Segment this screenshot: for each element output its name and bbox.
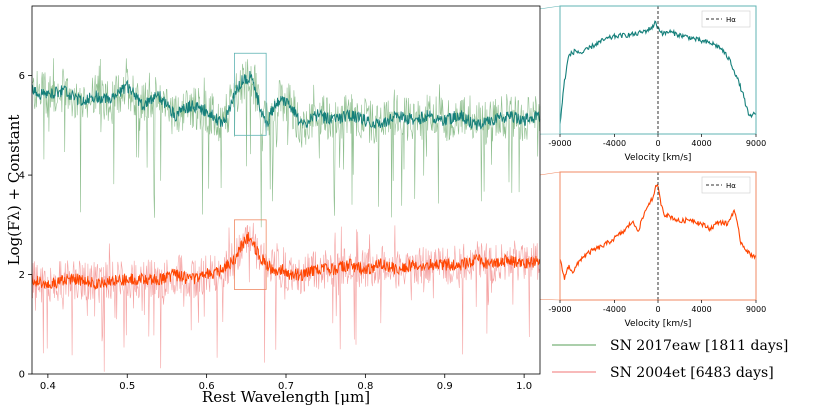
legend-label-sn2004et: SN 2004et [6483 days] xyxy=(610,365,774,381)
inset-bottom-legend-label: Hα xyxy=(726,182,736,190)
y-tick-label: 2 xyxy=(19,270,25,281)
inset-x-tick-label: -9000 xyxy=(548,139,571,148)
x-axis-title: Rest Wavelength [μm] xyxy=(202,388,370,406)
main-legend: SN 2017eaw [1811 days] SN 2004et [6483 d… xyxy=(552,338,788,381)
inset-top-legend-label: Hα xyxy=(726,16,736,24)
x-tick-label: 0.6 xyxy=(199,381,215,392)
inset-top-x-ticks: -9000 -4000 0 4000 9000 xyxy=(548,134,766,148)
y-tick-label: 6 xyxy=(19,71,25,82)
series-raw-1 xyxy=(31,222,541,372)
x-tick-label: 1.0 xyxy=(516,381,532,392)
inset-line-2 xyxy=(559,183,757,280)
inset-bottom-x-ticks: -9000 -4000 0 4000 9000 xyxy=(548,300,766,314)
inset-x-tick-label: 4000 xyxy=(691,139,711,148)
inset-x-tick-label: -4000 xyxy=(603,139,626,148)
zoom-box-1 xyxy=(234,219,267,290)
inset-x-tick-label: 0 xyxy=(655,139,660,148)
main-spectrum-panel: 0.4 0.5 0.6 0.7 0.8 0.9 1.0 0 2 4 6 Rest Waveleng… xyxy=(5,5,541,406)
inset-x-tick-label: 0 xyxy=(655,305,660,314)
inset-bottom-x-title: Velocity [km/s] xyxy=(625,319,692,329)
main-y-ticks: 0 2 4 6 xyxy=(19,71,32,381)
main-plot-lines xyxy=(31,58,541,372)
x-tick-label: 0.5 xyxy=(119,381,135,392)
legend-label-sn2017eaw: SN 2017eaw [1811 days] xyxy=(610,338,788,354)
inset-top-x-title: Velocity [km/s] xyxy=(625,153,692,163)
x-tick-label: 0.4 xyxy=(40,381,56,392)
x-tick-label: 0.8 xyxy=(357,381,373,392)
inset-bottom-line xyxy=(559,183,757,280)
inset-x-tick-label: 9000 xyxy=(746,139,766,148)
series-smooth-1 xyxy=(31,231,541,291)
inset-bottom-panel: Hα -9000 -4000 0 4000 9000 Velocity [km/s] xyxy=(548,171,766,329)
inset-top-panel: Hα -9000 -4000 0 4000 9000 Velocity [km/s] xyxy=(548,5,766,163)
x-tick-label: 0.7 xyxy=(278,381,294,392)
inset-top-legend: Hα xyxy=(701,10,751,28)
inset-x-tick-label: -4000 xyxy=(603,305,626,314)
y-axis-title: Log(Fλ) + Constant xyxy=(5,115,23,266)
zoom-box-0 xyxy=(234,52,267,136)
y-tick-label: 0 xyxy=(19,370,25,381)
series-smooth-0 xyxy=(31,70,541,130)
x-tick-label: 0.9 xyxy=(437,381,453,392)
zoom-boxes xyxy=(234,52,267,290)
inset-x-tick-label: 4000 xyxy=(691,305,711,314)
main-x-ticks: 0.4 0.5 0.6 0.7 0.8 0.9 1.0 xyxy=(40,374,532,392)
inset-x-tick-label: -9000 xyxy=(548,305,571,314)
inset-x-tick-label: 9000 xyxy=(746,305,766,314)
inset-bottom-legend: Hα xyxy=(701,176,751,194)
y-tick-label: 4 xyxy=(19,171,25,182)
